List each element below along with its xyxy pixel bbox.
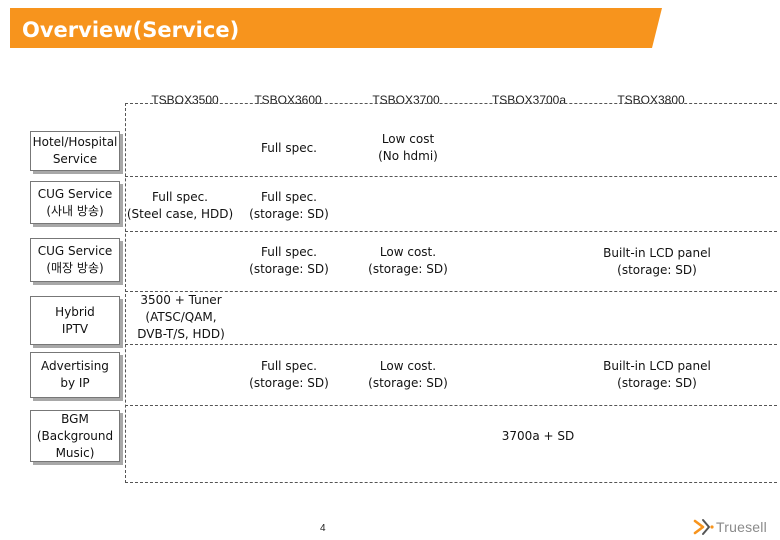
row-label-hybrid-iptv: Hybrid IPTV bbox=[30, 296, 120, 345]
row-label-hotel-hospital: Hotel/Hospital Service bbox=[30, 131, 120, 171]
row-label-bgm: BGM (Background Music) bbox=[30, 410, 120, 462]
cell-cug2-tsbox3700: Low cost. (storage: SD) bbox=[368, 245, 448, 276]
grid-line bbox=[125, 344, 777, 345]
row-label-advertising: Advertising by IP bbox=[30, 352, 120, 398]
grid-vertical-divider bbox=[125, 103, 126, 483]
column-header-tsbox3500: TSBOX3500 bbox=[151, 93, 219, 107]
title-banner bbox=[10, 8, 662, 48]
cell-adv-tsbox3800: Built-in LCD panel (storage: SD) bbox=[603, 359, 711, 390]
company-logo: Truesell bbox=[693, 516, 777, 538]
column-header-tsbox3600: TSBOX3600 bbox=[254, 93, 322, 107]
row-label-cug-service-internal: CUG Service (사내 방송) bbox=[30, 181, 120, 224]
cell-adv-tsbox3700: Low cost. (storage: SD) bbox=[368, 359, 448, 390]
grid-line bbox=[125, 176, 777, 177]
row-label-cug-service-store: CUG Service (매장 방송) bbox=[30, 238, 120, 282]
cell-cug2-tsbox3600: Full spec. (storage: SD) bbox=[249, 245, 329, 276]
grid-line bbox=[125, 291, 777, 292]
cell-cug2-tsbox3800: Built-in LCD panel (storage: SD) bbox=[603, 246, 711, 277]
page-title: Overview(Service) bbox=[22, 18, 240, 42]
cell-cug1-tsbox3600: Full spec. (storage: SD) bbox=[249, 190, 329, 221]
grid-line bbox=[125, 405, 777, 406]
column-header-tsbox3700a: TSBOX3700a bbox=[491, 93, 567, 107]
cell-hotel-tsbox3700: Low cost (No hdmi) bbox=[378, 132, 438, 163]
grid-line bbox=[125, 103, 777, 104]
cell-adv-tsbox3600: Full spec. (storage: SD) bbox=[249, 359, 329, 390]
cell-bgm-tsbox3700a: 3700a + SD bbox=[501, 429, 575, 443]
cell-hotel-tsbox3600: Full spec. bbox=[261, 141, 317, 155]
grid-line bbox=[125, 231, 777, 232]
page-number: 4 bbox=[320, 523, 326, 534]
column-header-tsbox3700: TSBOX3700 bbox=[372, 93, 440, 107]
column-header-tsbox3800: TSBOX3800 bbox=[617, 93, 685, 107]
cell-iptv-tsbox3500: 3500 + Tuner (ATSC/QAM, DVB-T/S, HDD) bbox=[137, 293, 225, 341]
logo-text: Truesell bbox=[716, 519, 767, 535]
cell-cug1-tsbox3500: Full spec. (Steel case, HDD) bbox=[126, 190, 234, 221]
logo-mark-icon bbox=[693, 519, 714, 535]
grid-line bbox=[125, 482, 777, 483]
